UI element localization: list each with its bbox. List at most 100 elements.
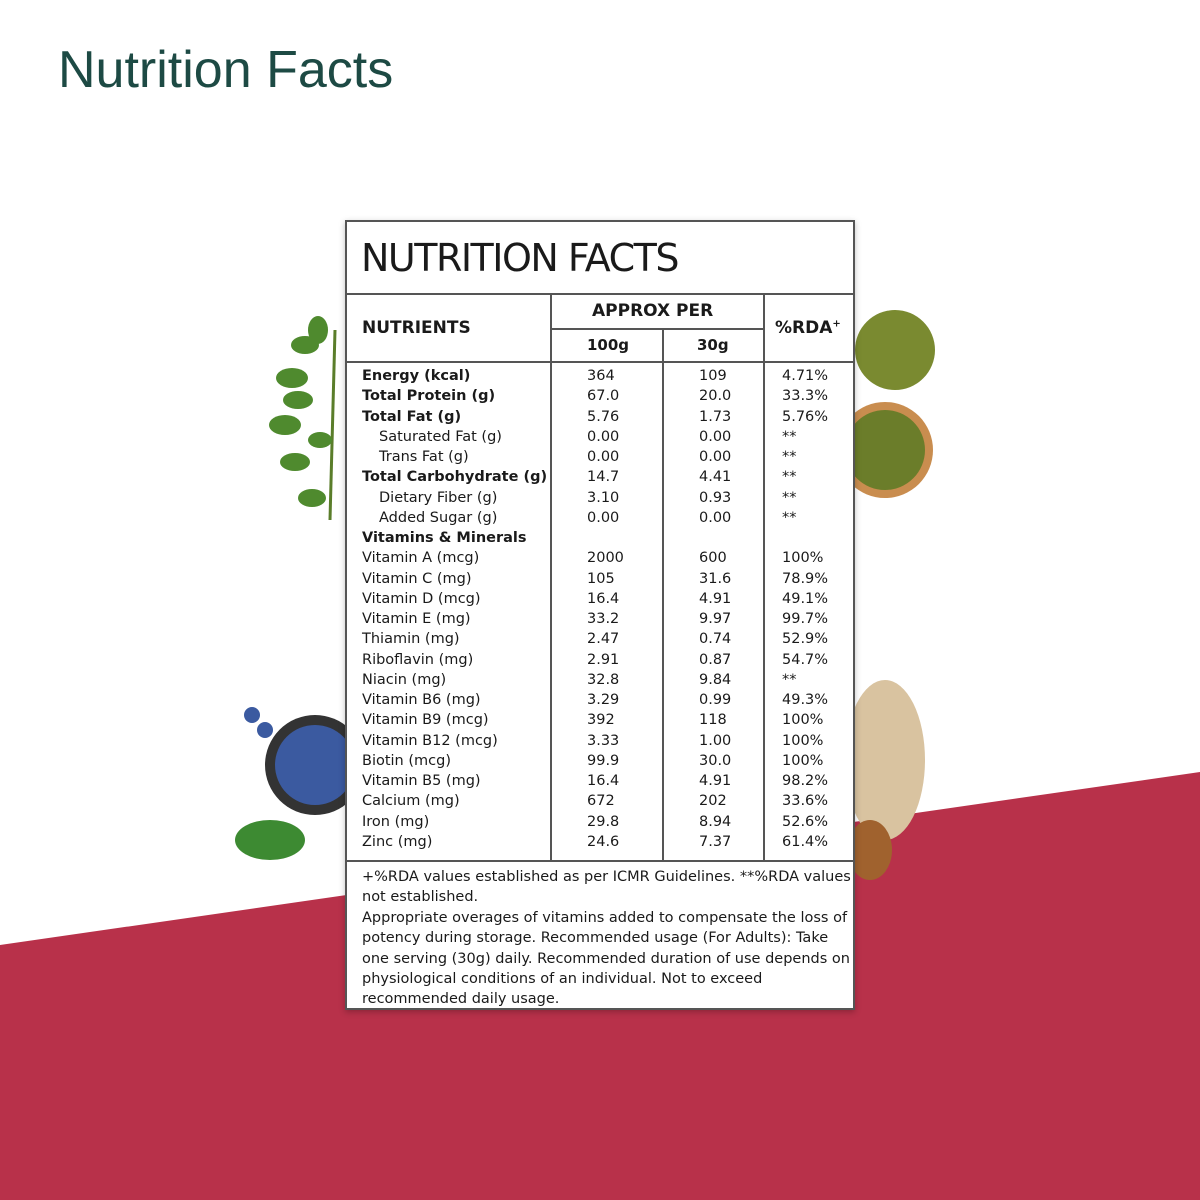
nutrient-value: 29.8 [587, 813, 620, 830]
nutrient-value: 4.91 [699, 773, 732, 790]
nutrient-value: 32.8 [587, 671, 620, 688]
nutrient-name: Calcium (mg) [362, 793, 460, 810]
nutrient-value: 600 [699, 550, 727, 567]
nutrient-value: 1.00 [699, 732, 732, 749]
nutrient-value: 100% [782, 732, 824, 749]
rule [763, 293, 765, 860]
nutrient-value: 54.7% [782, 651, 829, 668]
rule [550, 293, 552, 860]
rda-mark: + [832, 318, 841, 330]
nutrient-name: Niacin (mg) [362, 671, 447, 688]
rule [347, 361, 853, 363]
nutrient-value: 5.76% [782, 408, 829, 425]
nutrition-table: NUTRITION FACTS NUTRIENTS APPROX PER 100… [345, 220, 855, 1010]
column-header: 100g [587, 336, 630, 354]
rule [347, 293, 853, 295]
nutrient-value: 14.7 [587, 469, 620, 486]
nutrient-value: 52.9% [782, 631, 829, 648]
footnote: Appropriate overages of vitamins added t… [362, 910, 850, 1008]
nutrient-name: Iron (mg) [362, 813, 430, 830]
nutrient-value: 98.2% [782, 773, 829, 790]
nutrient-value: 2.91 [587, 651, 620, 668]
nutrient-value: 0.74 [699, 631, 732, 648]
nutrient-value: 3.10 [587, 489, 620, 506]
nutrient-value: 49.3% [782, 692, 829, 709]
nutrient-value: 33.6% [782, 793, 829, 810]
nutrient-name: Vitamin B5 (mg) [362, 773, 481, 790]
nutrient-value: ** [782, 509, 797, 526]
nutrient-value: 4.71% [782, 368, 829, 384]
rda-header: %RDA [775, 318, 833, 338]
rule [550, 328, 765, 330]
nutrient-value: 100% [782, 550, 824, 567]
nutrient-value: 9.84 [699, 671, 732, 688]
nutrient-value: 364 [587, 368, 615, 384]
nutrient-value: 0.00 [587, 428, 620, 445]
nutrient-value: 0.00 [699, 509, 732, 526]
nutrient-value: 5.76 [587, 408, 620, 425]
nutrient-value: 31.6 [699, 570, 732, 587]
column-header: NUTRIENTS [362, 318, 471, 338]
nutrient-value: 202 [699, 793, 727, 810]
nutrient-value: 7.37 [699, 833, 732, 850]
nutrient-value: 30.0 [699, 752, 732, 769]
nutrient-name: Saturated Fat (g) [379, 428, 502, 445]
nutrient-value: 0.00 [587, 449, 620, 466]
nutrient-value: 1.73 [699, 408, 732, 425]
moringa-leaves [269, 316, 337, 521]
nutrient-value: 16.4 [587, 773, 620, 790]
nutrient-value: 8.94 [699, 813, 732, 830]
nutrient-value: ** [782, 469, 797, 486]
rule [347, 860, 853, 862]
nutrient-value: 78.9% [782, 570, 829, 587]
nutrient-value: 24.6 [587, 833, 620, 850]
nutrient-value: 0.00 [699, 449, 732, 466]
nutrient-value: 2.47 [587, 631, 620, 648]
nutrient-value: ** [782, 489, 797, 506]
column-header: 30g [697, 336, 729, 354]
nutrient-name: Riboflavin (mg) [362, 651, 474, 668]
nutrient-value: ** [782, 428, 797, 445]
rice-bowl [845, 680, 925, 880]
nutrient-value: ** [782, 671, 797, 688]
nutrient-value: 392 [587, 712, 615, 729]
nutrient-name: Vitamin D (mcg) [362, 590, 481, 607]
nutrient-name: Biotin (mcg) [362, 752, 451, 769]
nutrient-value: 61.4% [782, 833, 829, 850]
mung-bowl [837, 310, 935, 498]
nutrient-value: 118 [699, 712, 727, 729]
nutrient-value: 4.41 [699, 469, 732, 486]
nutrient-name: Vitamin C (mg) [362, 570, 472, 587]
nutrient-value: 3.33 [587, 732, 620, 749]
column-header: APPROX PER [592, 301, 714, 321]
nutrient-name: Vitamin B9 (mcg) [362, 712, 489, 729]
nutrient-name: Thiamin (mg) [362, 631, 460, 648]
blueberries [235, 707, 365, 860]
nutrient-value: 33.3% [782, 388, 829, 405]
nutrient-name: Vitamin E (mg) [362, 611, 471, 628]
nutrient-name: Vitamin B12 (mcg) [362, 732, 498, 749]
column-header: %RDA+ [775, 318, 841, 338]
nutrient-name: Vitamins & Minerals [362, 530, 527, 547]
nutrient-value: 49.1% [782, 590, 829, 607]
nutrient-name: Energy (kcal) [362, 368, 471, 384]
nutrient-value: 109 [699, 368, 727, 384]
rule [662, 328, 664, 860]
page-title: Nutrition Facts [58, 41, 394, 99]
nutrient-value: 9.97 [699, 611, 732, 628]
nutrient-value: 0.87 [699, 651, 732, 668]
nutrient-name: Trans Fat (g) [379, 449, 469, 466]
nutrient-name: Total Protein (g) [362, 388, 496, 405]
nutrient-value: 4.91 [699, 590, 732, 607]
nutrient-value: 99.7% [782, 611, 829, 628]
nutrient-name: Dietary Fiber (g) [379, 489, 498, 506]
nutrient-value: 20.0 [699, 388, 732, 405]
nutrient-name: Vitamin A (mcg) [362, 550, 480, 567]
nutrient-value: 0.00 [699, 428, 732, 445]
footnote: +%RDA values established as per ICMR Gui… [362, 869, 851, 906]
table-title: NUTRITION FACTS [361, 236, 679, 280]
nutrient-value: 0.00 [587, 509, 620, 526]
nutrient-value: 52.6% [782, 813, 829, 830]
nutrient-value: 99.9 [587, 752, 620, 769]
